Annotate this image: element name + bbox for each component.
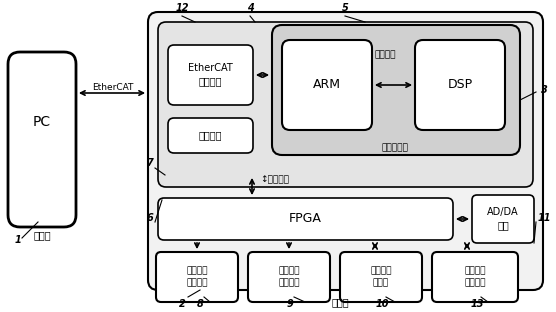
Text: 6: 6 [147,213,153,223]
Text: 10: 10 [375,299,389,309]
FancyBboxPatch shape [8,52,76,227]
FancyBboxPatch shape [415,40,505,130]
Text: 下位机: 下位机 [331,297,349,307]
FancyBboxPatch shape [156,252,238,302]
FancyBboxPatch shape [248,252,330,302]
Text: 5: 5 [341,3,349,13]
Text: 双核处理器: 双核处理器 [381,144,409,153]
Text: 1: 1 [14,235,21,245]
FancyBboxPatch shape [168,45,253,105]
Text: FPGA: FPGA [289,212,322,226]
Text: 电机状态
反馈模块: 电机状态 反馈模块 [278,266,300,287]
Text: 12: 12 [175,3,188,13]
Text: 4: 4 [247,3,254,13]
Text: 编码器反
馈模块: 编码器反 馈模块 [370,266,392,287]
Text: 共享内存: 共享内存 [374,51,396,60]
FancyBboxPatch shape [158,22,533,187]
Text: 2: 2 [178,299,185,309]
Text: ↕并行总线: ↕并行总线 [260,175,289,184]
Text: 8: 8 [197,299,203,309]
Text: EtherCAT
通讯模块: EtherCAT 通讯模块 [188,63,233,87]
FancyBboxPatch shape [148,12,543,290]
FancyBboxPatch shape [340,252,422,302]
FancyBboxPatch shape [472,195,534,243]
FancyBboxPatch shape [158,198,453,240]
Text: DSP: DSP [448,79,473,91]
Text: 通用输入
输出模块: 通用输入 输出模块 [464,266,486,287]
Text: 11: 11 [537,213,551,223]
Text: 上位机: 上位机 [33,230,51,240]
Text: 7: 7 [147,158,153,168]
Text: 13: 13 [470,299,484,309]
Text: ARM: ARM [313,79,341,91]
Text: AD/DA
模块: AD/DA 模块 [487,207,519,231]
Text: EtherCAT: EtherCAT [92,84,133,92]
Text: 3: 3 [540,85,547,95]
FancyBboxPatch shape [168,118,253,153]
Text: 电源模块: 电源模块 [198,130,222,140]
FancyBboxPatch shape [432,252,518,302]
Text: 电机控制
输出模块: 电机控制 输出模块 [186,266,208,287]
Text: 9: 9 [287,299,294,309]
FancyBboxPatch shape [272,25,520,155]
Text: PC: PC [33,115,51,129]
FancyBboxPatch shape [282,40,372,130]
